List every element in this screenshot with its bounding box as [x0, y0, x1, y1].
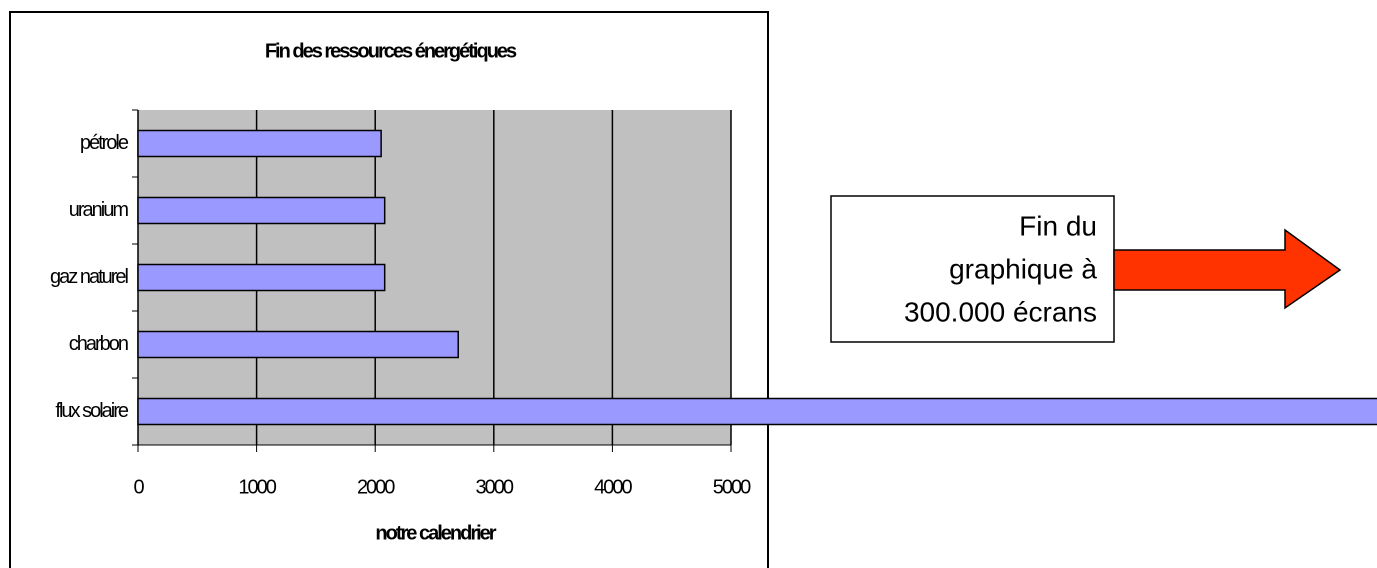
bar — [137, 263, 386, 292]
x-tick-label: 5000 — [713, 476, 751, 498]
y-tick-label: charbon — [69, 333, 128, 355]
y-tick-label: uranium — [69, 199, 129, 221]
x-tick-label: 1000 — [238, 476, 276, 498]
bar — [138, 399, 1377, 425]
y-tick-label: pétrole — [80, 132, 129, 154]
annotation-text: graphique à — [949, 253, 1097, 284]
y-tick-label: gaz naturel — [50, 266, 129, 288]
bar — [137, 330, 459, 359]
arrow — [1113, 228, 1342, 310]
x-tick-label: 3000 — [476, 476, 514, 498]
x-tick-label: 2000 — [357, 476, 395, 498]
y-tick-label: flux solaire — [55, 400, 128, 422]
x-axis-label: notre calendrier — [375, 522, 496, 544]
chart-title: Fin des ressources énergétiques — [265, 40, 517, 62]
x-tick-label: 4000 — [594, 476, 632, 498]
bar — [137, 196, 386, 225]
annotation: Fin du graphique à 300.000 écrans — [830, 195, 1342, 343]
annotation-text: Fin du — [1019, 210, 1097, 241]
annotation-text: 300.000 écrans — [904, 296, 1097, 327]
bar — [137, 129, 382, 158]
plot — [132, 109, 732, 452]
